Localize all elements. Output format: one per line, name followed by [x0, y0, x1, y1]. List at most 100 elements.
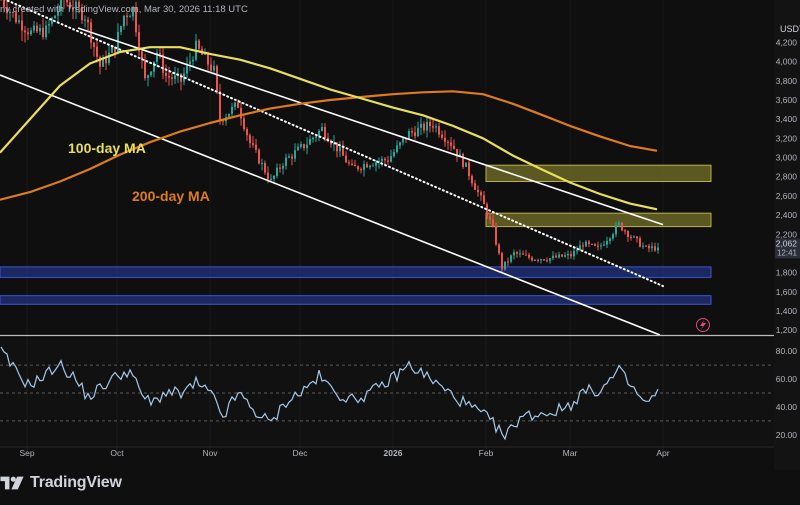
candle-body: [87, 20, 89, 23]
zone-support-upper: [0, 267, 711, 278]
candle-body: [381, 159, 383, 162]
candle-body: [312, 138, 314, 139]
chart-credit: nv created with TradingView.com, Mar 30,…: [0, 4, 248, 15]
candle-body: [150, 72, 152, 76]
candle-body: [603, 245, 605, 246]
candle-body: [480, 192, 482, 195]
candle-body: [411, 131, 413, 132]
candle-body: [522, 253, 524, 254]
candle-body: [258, 150, 260, 164]
candle-body: [84, 20, 86, 21]
candle-body: [375, 162, 377, 165]
candle-body: [486, 204, 488, 216]
price-tick-label: 1,600: [776, 287, 798, 297]
candle-body: [285, 158, 287, 166]
candle-body: [615, 225, 617, 234]
tradingview-logo-icon: [0, 474, 24, 492]
candle-body: [453, 146, 455, 149]
candle-body: [588, 242, 590, 244]
candle-body: [42, 28, 44, 37]
candle-body: [492, 220, 494, 227]
candle-body: [288, 156, 290, 157]
time-tick-label: Mar: [563, 448, 578, 458]
candle-body: [321, 127, 323, 131]
candle-body: [237, 103, 239, 108]
candle-body: [582, 245, 584, 246]
candle-body: [273, 176, 275, 179]
candle-body: [219, 91, 221, 120]
candle-body: [324, 127, 326, 138]
candle-body: [420, 124, 422, 128]
candle-body: [495, 226, 497, 244]
price-tick-label: 1,800: [776, 268, 798, 278]
candle-body: [174, 75, 176, 79]
candle-body: [363, 164, 365, 170]
candle-body: [507, 262, 509, 263]
candle-body: [393, 152, 395, 156]
ma200-label: 200-day MA: [132, 188, 210, 204]
time-tick-label: Nov: [202, 448, 218, 458]
price-tick-label: 1,400: [776, 306, 798, 316]
candle-body: [546, 260, 548, 261]
candle-body: [636, 236, 638, 238]
price-tick-label: 3,200: [776, 133, 798, 143]
candle-body: [228, 114, 230, 117]
rsi-tick-label: 20.00: [776, 430, 798, 440]
candle-body: [519, 253, 521, 254]
rsi-tick-label: 40.00: [776, 402, 798, 412]
candle-body: [345, 156, 347, 163]
candle-body: [66, 0, 68, 2]
candle-body: [474, 183, 476, 190]
candle-body: [147, 75, 149, 78]
tradingview-brand[interactable]: TradingView: [0, 470, 122, 496]
candle-body: [18, 20, 20, 22]
candle-body: [366, 164, 368, 167]
candle-body: [558, 254, 560, 257]
candle-body: [648, 246, 650, 248]
candle-body: [354, 165, 356, 166]
price-tick-label: 2,400: [776, 210, 798, 220]
candle-body: [477, 190, 479, 192]
candle-body: [384, 159, 386, 161]
candle-body: [342, 147, 344, 155]
candle-body: [108, 53, 110, 63]
candle-body: [249, 135, 251, 143]
candle-body: [534, 260, 536, 261]
candle-body: [168, 76, 170, 77]
candle-body: [54, 16, 56, 18]
candle-body: [633, 236, 635, 237]
candle-body: [33, 26, 35, 31]
candle-body: [261, 163, 263, 164]
candle-body: [213, 66, 215, 71]
candle-body: [93, 43, 95, 47]
candle-body: [600, 245, 602, 246]
candle-body: [555, 256, 557, 258]
candle-body: [294, 150, 296, 158]
candle-body: [255, 145, 257, 150]
candle-body: [573, 251, 575, 256]
candle-body: [300, 144, 302, 147]
candle-body: [264, 163, 266, 173]
candle-body: [153, 62, 155, 72]
candle-body: [444, 138, 446, 142]
candle-body: [234, 103, 236, 107]
countdown-tag: 12:41: [777, 249, 798, 258]
candle-body: [111, 47, 113, 53]
candle-body: [450, 143, 452, 146]
candle-body: [639, 238, 641, 247]
candle-body: [417, 128, 419, 136]
candle-body: [390, 156, 392, 162]
candle-body: [657, 248, 659, 251]
candle-body: [351, 164, 353, 165]
candle-body: [402, 138, 404, 142]
candle-body: [423, 124, 425, 131]
candle-body: [279, 168, 281, 169]
candle-body: [159, 53, 161, 55]
candle-body: [552, 256, 554, 258]
candle-body: [30, 30, 32, 34]
candle-body: [339, 147, 341, 151]
candle-body: [483, 195, 485, 204]
candle-body: [27, 32, 29, 34]
candle-body: [282, 166, 284, 169]
